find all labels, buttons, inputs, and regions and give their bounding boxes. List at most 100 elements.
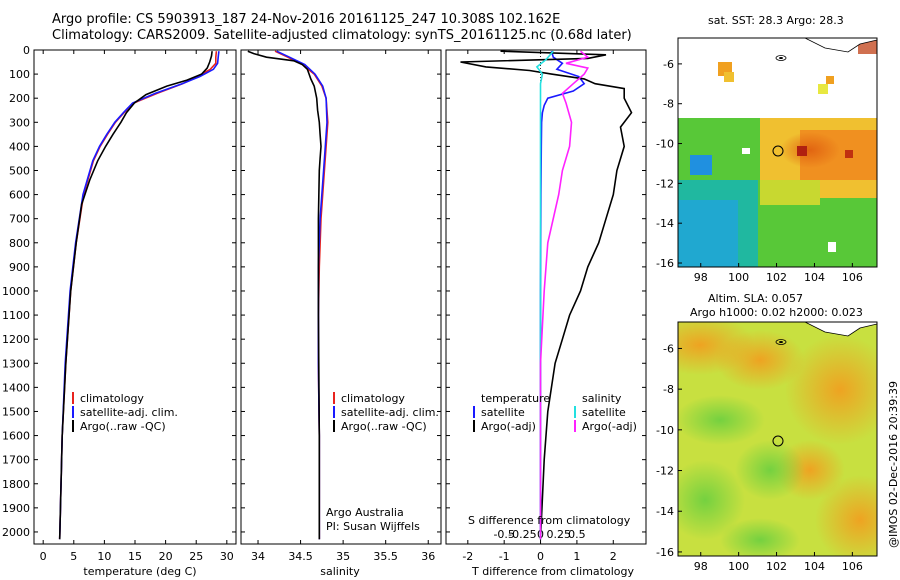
depth-tick-label: 400 [9, 140, 30, 153]
series-line-3 [247, 50, 322, 540]
depth-tick-label: 1100 [2, 309, 30, 322]
map-x-tick-label: 106 [842, 560, 863, 573]
depth-tick-label: 900 [9, 261, 30, 274]
temperature-legend: climatology satellite-adj. clim. Argo(..… [72, 392, 178, 433]
sla-map-title: Altim. SLA: 0.057 [708, 292, 803, 305]
x-tick-label: 0 [537, 550, 544, 563]
depth-tick-label: 1600 [2, 430, 30, 443]
depth-tick-label: 200 [9, 92, 30, 105]
argo-australia-note: Argo Australia [326, 506, 404, 519]
map-x-tick-label: 100 [728, 560, 749, 573]
depth-tick-label: 1300 [2, 357, 30, 370]
x-tick-label: -2 [462, 550, 473, 563]
series-line-2 [460, 50, 633, 540]
difference-panel: -2 -1 0 1 2-0.5-0.25 0 0.250.5 [445, 49, 647, 563]
map-y-tick-label: -8 [663, 98, 674, 111]
legend-temp-satellite: satellite [481, 406, 525, 419]
depth-tick-label: 1200 [2, 333, 30, 346]
climatology-title: Climatology: CARS2009. Satellite-adjuste… [52, 28, 632, 43]
sla-map-frame [677, 321, 878, 557]
s-tick-label: 0.25 [546, 528, 571, 541]
legend-sal-satellite: satellite [582, 406, 626, 419]
s-tick-label: 0.5 [568, 528, 586, 541]
temperature-panel: 0100200300400500600700800900100011001200… [2, 44, 237, 563]
pi-note: PI: Susan Wijffels [326, 520, 420, 533]
sla-coastline [804, 322, 877, 337]
depth-tick-label: 800 [9, 237, 30, 250]
x-tick-label: 15 [128, 550, 142, 563]
legend-temp-argo: Argo(-adj) [481, 420, 536, 433]
depth-tick-label: 300 [9, 116, 30, 129]
map-y-tick-label: -6 [663, 58, 674, 71]
plot-frame [33, 49, 237, 545]
depth-tick-label: 100 [9, 68, 30, 81]
depth-tick-label: 1500 [2, 405, 30, 418]
depth-tick-label: 0 [23, 44, 30, 57]
sst-map-frame [677, 37, 878, 268]
legend-argo: Argo(..raw -QC) [80, 420, 166, 433]
map-y-tick-label: -10 [656, 138, 674, 151]
sst-coastline [804, 38, 877, 53]
map-x-tick-label: 104 [804, 271, 825, 284]
x-tick-label: 1 [573, 550, 580, 563]
map-x-tick-label: 106 [842, 271, 863, 284]
s-tick-label: -0.5 [493, 528, 514, 541]
depth-tick-label: 1000 [2, 285, 30, 298]
depth-tick-label: 2000 [2, 526, 30, 539]
t-difference-axis-label: T difference from climatology [471, 565, 634, 578]
imos-credit: @IMOS 02-Dec-2016 20:39:39 [887, 381, 900, 548]
x-tick-label: -1 [499, 550, 510, 563]
legend-salinity-header: salinity [582, 392, 622, 405]
map-y-tick-label: -8 [663, 383, 674, 396]
depth-tick-label: 1800 [2, 478, 30, 491]
sst-map-title: sat. SST: 28.3 Argo: 28.3 [708, 14, 844, 27]
legend-sal-argo: Argo(-adj) [582, 420, 637, 433]
salinity-legend: climatology satellite-adj. clim. Argo(..… [326, 392, 439, 533]
x-tick-label: 0 [40, 550, 47, 563]
series-line-1 [539, 50, 586, 540]
x-tick-label: 35.5 [373, 550, 398, 563]
sla-map-subtitle: Argo h1000: 0.02 h2000: 0.023 [690, 306, 863, 319]
x-tick-label: 35 [336, 550, 350, 563]
x-tick-label: 20 [159, 550, 173, 563]
map-y-tick-label: -10 [656, 424, 674, 437]
x-tick-label: 30 [220, 550, 234, 563]
legend-climatology: climatology [341, 392, 405, 405]
x-tick-label: 5 [70, 550, 77, 563]
series-line-1 [58, 51, 218, 540]
difference-legend: temperature salinity satellite Argo(-adj… [468, 392, 637, 527]
map-x-tick-label: 100 [728, 271, 749, 284]
x-tick-label: 36 [421, 550, 435, 563]
sst-argo-marker [772, 145, 784, 157]
depth-tick-label: 500 [9, 164, 30, 177]
depth-tick-label: 1900 [2, 502, 30, 515]
map-y-tick-label: -14 [656, 217, 674, 230]
map-y-tick-label: -16 [656, 546, 674, 559]
map-y-tick-label: -16 [656, 257, 674, 270]
depth-tick-label: 700 [9, 213, 30, 226]
s-tick-label: -0.25 [508, 528, 536, 541]
s-difference-label: S difference from climatology [468, 514, 631, 527]
depth-tick-label: 600 [9, 189, 30, 202]
legend-satellite-clim: satellite-adj. clim. [341, 406, 439, 419]
map-y-tick-label: -12 [656, 177, 674, 190]
sla-argo-marker [772, 435, 784, 447]
legend-satellite-clim: satellite-adj. clim. [80, 406, 178, 419]
profile-title: Argo profile: CS 5903913_187 24-Nov-2016… [52, 12, 561, 27]
series-line-3 [535, 50, 554, 540]
temperature-axis-label: temperature (deg C) [83, 565, 196, 578]
x-tick-label: 25 [189, 550, 203, 563]
x-tick-label: 34 [251, 550, 265, 563]
depth-tick-label: 1400 [2, 381, 30, 394]
x-tick-label: 2 [610, 550, 617, 563]
series-line-2 [58, 51, 220, 540]
map-x-tick-label: 104 [804, 560, 825, 573]
map-y-tick-label: -14 [656, 505, 674, 518]
map-x-tick-label: 102 [766, 560, 787, 573]
salinity-axis-label: salinity [320, 565, 360, 578]
sla-map: 98 100 102 104 106 -6 -8 -10 -12 -14 -16 [656, 321, 878, 573]
map-x-tick-label: 98 [694, 271, 708, 284]
salinity-panel: 34 34.5 35 35.5 36 [240, 49, 442, 563]
legend-temperature-header: temperature [481, 392, 550, 405]
legend-climatology: climatology [80, 392, 144, 405]
